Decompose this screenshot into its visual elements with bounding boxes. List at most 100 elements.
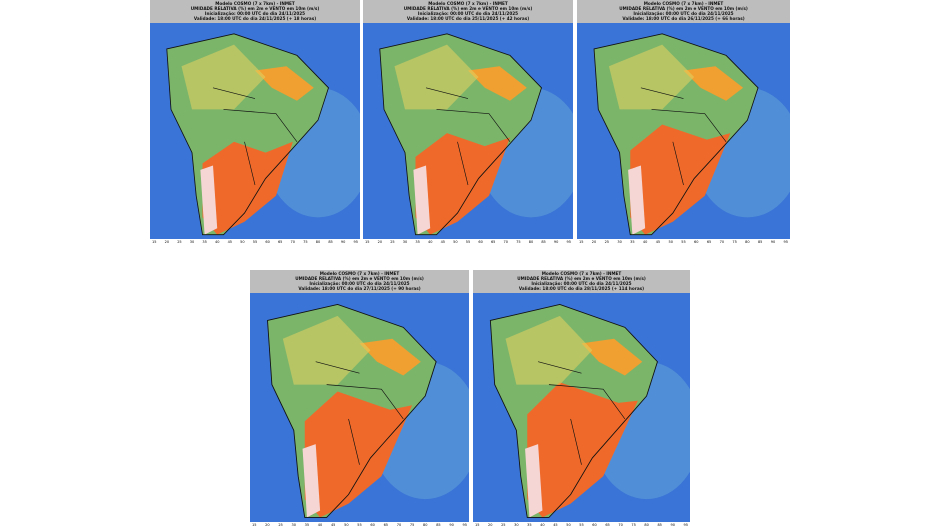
header-line: Inicialização: 00:00 UTC do dia 24/11/20…	[633, 11, 734, 16]
map-shape	[581, 338, 643, 376]
header-line: UMIDADE RELATIVA (%) em 2m e VENTO em 10…	[190, 6, 320, 11]
colorbar-tick: 45	[440, 240, 446, 244]
colorbar: 15 20 25 30 35 40 45 50 55 60 65 70 75 80 85 90 95	[150, 239, 360, 245]
colorbar-tick: 75	[303, 240, 308, 244]
colorbar-tick: 65	[706, 240, 712, 244]
colorbar-tick: 30	[189, 240, 195, 244]
colorbar-tick: 45	[227, 240, 233, 244]
header-line: Validade: 18:00 UTC do dia 28/11/2025 (+…	[518, 286, 645, 291]
map-panel: Modelo COSMO (7 x 7km) - INMET UMIDADE RE…	[150, 0, 360, 245]
colorbar-tick: 60	[592, 523, 597, 527]
map-shape	[425, 87, 511, 186]
colorbar-tick: 20	[591, 240, 597, 244]
colorbar: 15 20 25 30 35 40 45 50 55 60 65 70 75 80 85 90 95	[250, 522, 469, 528]
header-line: UMIDADE RELATIVA (%) em 2m e VENTO em 10…	[517, 276, 646, 281]
colorbar-tick: 55	[681, 240, 686, 244]
colorbar-tick: 15	[475, 523, 480, 527]
panel-header: Modelo COSMO (7 x 7km) - INMET UMIDADE RE…	[363, 0, 573, 23]
colorbar-tick: 80	[745, 240, 750, 244]
colorbar-tick: 40	[642, 240, 648, 244]
map-shape	[282, 315, 371, 385]
header-line: Validade: 18:00 UTC do dia 25/11/2025 (+…	[406, 16, 530, 21]
colorbar-tick: 25	[501, 523, 506, 527]
colorbar-tick: 85	[328, 240, 333, 244]
colorbar-tick: 90	[553, 240, 559, 244]
map-shape	[527, 382, 638, 518]
map-shape	[640, 87, 727, 186]
colorbar-tick: 25	[390, 240, 395, 244]
map	[577, 23, 790, 239]
map	[473, 293, 690, 522]
colorbar-tick: 25	[278, 523, 283, 527]
map-shape	[267, 303, 437, 518]
colorbar-tick: 90	[340, 240, 346, 244]
colorbar-tick: 30	[514, 523, 519, 527]
map-panel: Modelo COSMO (7 x 7km) - INMET UMIDADE RE…	[250, 270, 469, 528]
map-shape	[628, 165, 646, 235]
header-line: Inicialização: 00:00 UTC do dia 24/11/20…	[309, 281, 410, 286]
colorbar-tick: 15	[365, 240, 370, 244]
colorbar-tick: 15	[152, 240, 157, 244]
map-shape	[302, 444, 321, 518]
colorbar-tick: 95	[783, 240, 788, 244]
header-line: Inicialização: 00:00 UTC do dia 24/11/20…	[531, 281, 632, 286]
colorbar-tick: 15	[252, 523, 257, 527]
colorbar-tick: 35	[304, 523, 310, 527]
map-panel: Modelo COSMO (7 x 7km) - INMET UMIDADE RE…	[363, 0, 573, 245]
map	[250, 293, 469, 522]
colorbar-tick: 35	[415, 240, 420, 244]
colorbar-tick: 75	[732, 240, 737, 244]
colorbar-tick: 40	[540, 523, 545, 527]
header-line: Validade: 18:00 UTC do dia 26/11/2025 (+…	[622, 16, 745, 21]
colorbar-tick: 55	[252, 240, 258, 244]
map-shape	[683, 66, 744, 101]
colorbar-tick: 25	[177, 240, 182, 244]
map-shape	[538, 361, 626, 465]
colorbar-tick: 60	[265, 240, 270, 244]
panel-header: Modelo COSMO (7 x 7km) - INMET UMIDADE RE…	[577, 0, 790, 23]
colorbar-tick: 95	[462, 523, 467, 527]
colorbar-tick: 45	[330, 523, 336, 527]
panel-header: Modelo COSMO (7 x 7km) - INMET UMIDADE RE…	[250, 270, 469, 293]
colorbar-tick: 65	[277, 240, 283, 244]
colorbar-tick: 40	[427, 240, 433, 244]
colorbar-tick: 50	[566, 523, 571, 527]
panel-header: Modelo COSMO (7 x 7km) - INMET UMIDADE RE…	[150, 0, 360, 23]
map-shape	[593, 33, 759, 236]
colorbar-tick: 35	[630, 240, 635, 244]
colorbar: 15 20 25 30 35 40 45 50 55 60 65 70 75 80 85 90 95	[473, 522, 690, 528]
map-shape	[505, 315, 593, 385]
header-line: UMIDADE RELATIVA (%) em 2m e VENTO em 10…	[295, 276, 424, 281]
map-shape	[166, 33, 329, 236]
colorbar-tick: 45	[553, 523, 558, 527]
map-shape	[379, 33, 542, 236]
colorbar-tick: 65	[383, 523, 389, 527]
colorbar-tick: 30	[617, 240, 622, 244]
colorbar-tick: 50	[668, 240, 673, 244]
header-line: Validade: 18:00 UTC do dia 24/11/2025 (+…	[193, 16, 317, 21]
colorbar-tick: 40	[214, 240, 220, 244]
colorbar-tick: 30	[402, 240, 408, 244]
colorbar-tick: 70	[618, 523, 623, 527]
panel-header: Modelo COSMO (7 x 7km) - INMET UMIDADE RE…	[473, 270, 690, 293]
colorbar-tick: 30	[291, 523, 296, 527]
map-shape	[212, 87, 298, 186]
colorbar-tick: 95	[566, 240, 571, 244]
header-line: Validade: 18:00 UTC do dia 27/11/2025 (+…	[298, 286, 421, 291]
colorbar-tick: 25	[604, 240, 610, 244]
colorbar-tick: 15	[579, 240, 584, 244]
colorbar-tick: 95	[353, 240, 358, 244]
map-shape	[413, 165, 431, 235]
colorbar-tick: 60	[370, 523, 375, 527]
colorbar-tick: 50	[344, 523, 349, 527]
header-line: Inicialização: 00:00 UTC do dia 24/11/20…	[417, 11, 519, 16]
map-shape	[489, 303, 658, 518]
colorbar-tick: 55	[579, 523, 584, 527]
colorbar-tick: 90	[670, 523, 675, 527]
colorbar-tick: 65	[605, 523, 610, 527]
header-line: Modelo COSMO (7 x 7km) - INMET	[541, 271, 622, 276]
map-panel: Modelo COSMO (7 x 7km) - INMET UMIDADE RE…	[577, 0, 790, 245]
map-shape	[359, 338, 421, 376]
map-shape	[525, 444, 543, 518]
